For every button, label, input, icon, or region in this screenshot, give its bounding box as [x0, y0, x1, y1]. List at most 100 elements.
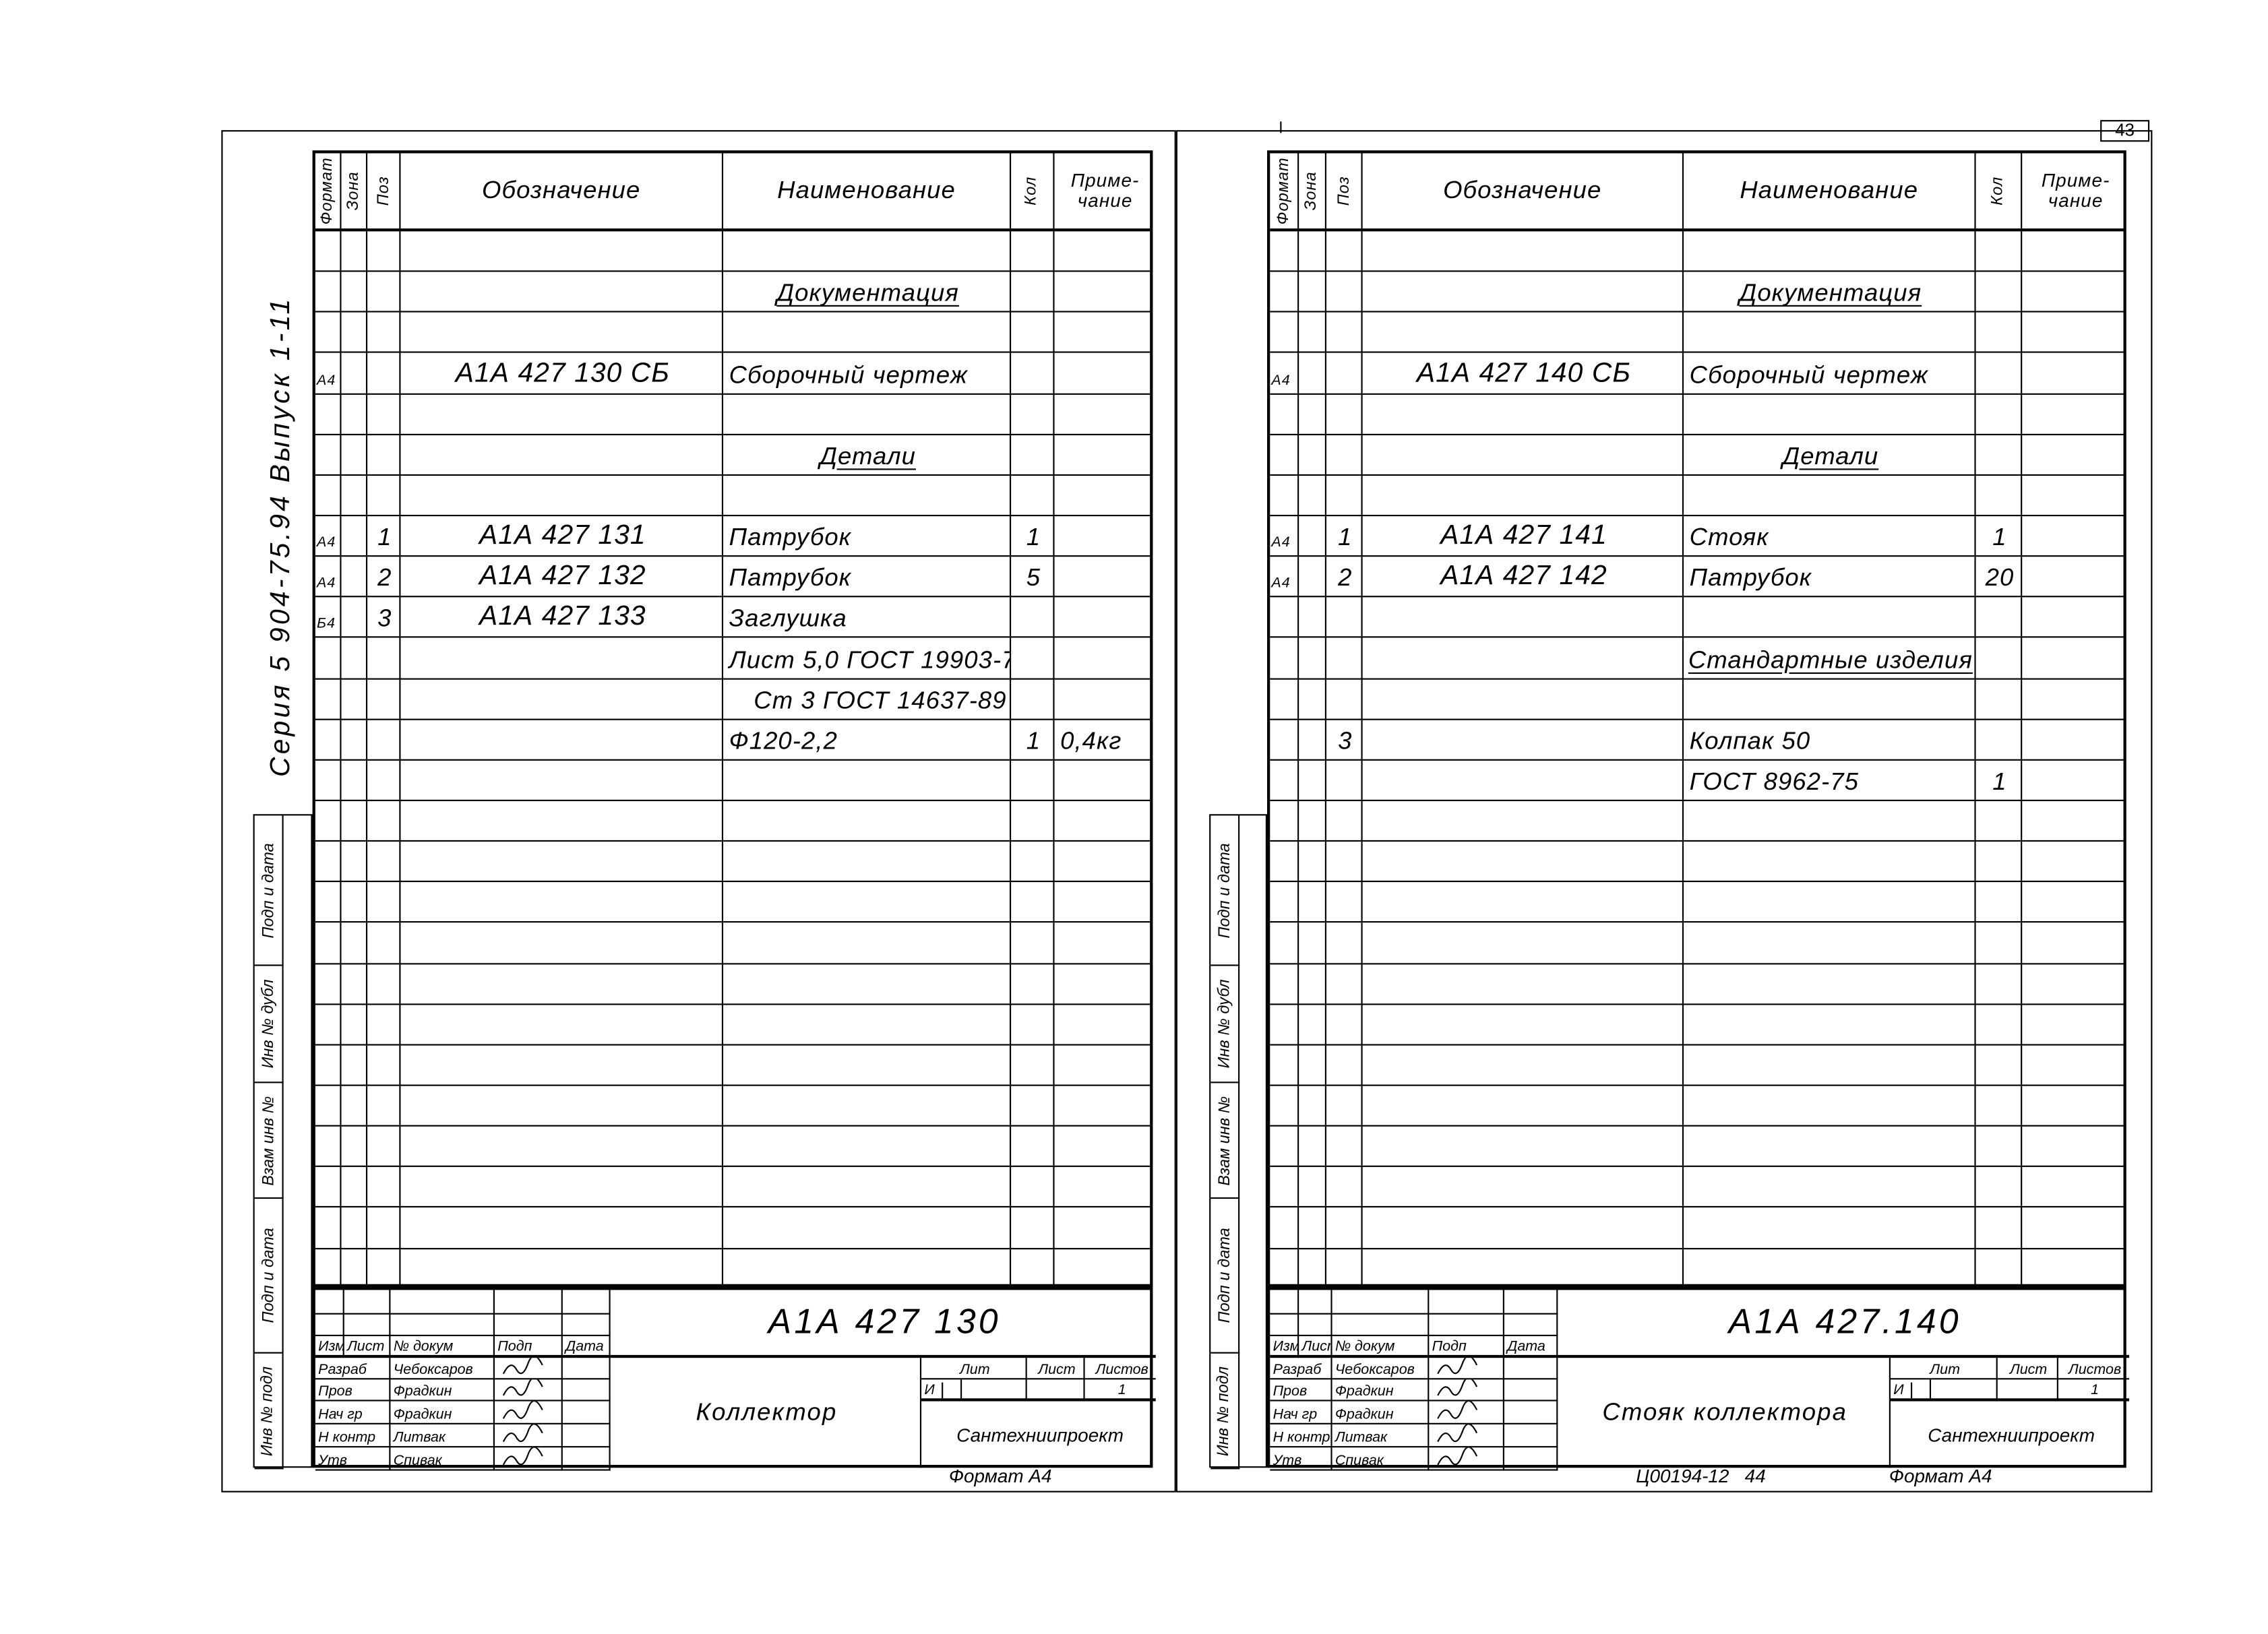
cell-format [1270, 1207, 1299, 1248]
side-stamp-label: Инв № подл [1215, 1365, 1233, 1456]
pos: 3 [377, 604, 392, 633]
side-stamp-label: Инв № дубл [259, 979, 277, 1069]
stamp-header-date: Дата [565, 1339, 604, 1355]
cell-zone [1299, 882, 1326, 922]
cell-pos: 2 [1326, 557, 1363, 596]
table-row: Ст 3 ГОСТ 14637-89 [315, 679, 1151, 720]
stamp-cell [1299, 1290, 1332, 1315]
cell-format [315, 435, 342, 474]
cell-name [1684, 231, 1976, 271]
cell-format: А4 [1270, 353, 1299, 393]
lit-value-cell: 1 [2057, 1379, 2130, 1402]
cell-note [1055, 1005, 1156, 1044]
stamp-cell: Спивак [1332, 1447, 1430, 1471]
cell-note [2022, 435, 2129, 474]
cell-designation [400, 475, 724, 515]
table-row [1270, 882, 2124, 924]
signature-icon [1437, 1401, 1478, 1419]
header-pos-label: Поз [1335, 176, 1353, 206]
side-stamp-label: Подп и дата [1215, 1228, 1233, 1323]
stamp-header-change: Изм [1273, 1339, 1299, 1355]
cell-name [1684, 800, 1976, 841]
note: 0,4кг [1060, 727, 1122, 755]
cell-zone [341, 557, 368, 596]
cell-pos [367, 231, 401, 271]
stamp-cell [494, 1290, 563, 1315]
cell-designation [1363, 638, 1684, 678]
cell-format [1270, 1249, 1299, 1288]
stamp-cell: Дата [1504, 1336, 1558, 1358]
stamp-cell: Пров [1270, 1379, 1332, 1402]
cell-qty [1011, 231, 1055, 271]
cell-name [1684, 475, 1976, 515]
stamp-cell [1429, 1447, 1504, 1471]
cell-note [1055, 760, 1156, 799]
table-row [1270, 231, 2124, 272]
cell-zone [1299, 720, 1326, 759]
stamp-header-doc_no: № докум [1335, 1339, 1395, 1355]
stamp-cell [1332, 1314, 1430, 1336]
cell-format [1270, 1004, 1299, 1044]
cell-designation [1363, 394, 1684, 434]
header-designation-label: Обозначение [1443, 176, 1602, 204]
stamp-cell [1429, 1314, 1504, 1336]
spec-table-left: Формат Зона Поз Обозначение Наименование Кол П… [312, 150, 1156, 1290]
table-row [315, 842, 1151, 883]
cell-qty [1976, 800, 2023, 841]
table-header: Формат Зона Поз Обозначение Наименование Кол П… [315, 153, 1151, 232]
cell-designation [400, 1249, 724, 1288]
header-zone-label: Зона [1303, 171, 1321, 211]
cell-zone [341, 923, 368, 963]
table-row: Документация [315, 272, 1151, 313]
cell-name [1684, 1086, 1976, 1125]
cell-note [1055, 435, 1156, 474]
stamp-cell: Разраб [315, 1358, 391, 1380]
stamp-cell: Подп [1429, 1336, 1504, 1358]
cell-zone [1299, 800, 1326, 841]
item-name: ГОСТ 8962-75 [1689, 767, 1860, 796]
stamp-cell [1332, 1290, 1430, 1315]
cell-designation [1363, 1004, 1684, 1044]
stamp-cell: Нач гр [1270, 1401, 1332, 1424]
cell-designation [1363, 1127, 1684, 1166]
cell-zone [1299, 1086, 1326, 1125]
cell-name [723, 923, 1012, 963]
cell-zone [1299, 760, 1326, 800]
stamp-cell [1504, 1379, 1558, 1402]
cell-note [2022, 720, 2129, 759]
stamp-person-name: Литвак [393, 1430, 446, 1447]
table-row [315, 1086, 1151, 1127]
cell-qty [1976, 1207, 2023, 1248]
cell-note [2022, 516, 2129, 555]
cell-designation [400, 1086, 724, 1125]
cell-zone [1299, 557, 1326, 596]
cell-format [315, 800, 342, 841]
header-name: Наименование [723, 153, 1012, 229]
cell-pos [1326, 1167, 1363, 1207]
header-designation-label: Обозначение [482, 176, 641, 204]
cell-format: А4 [315, 557, 342, 596]
cell-qty [1011, 1207, 1055, 1248]
cell-name [723, 313, 1012, 352]
table-row [315, 1127, 1151, 1168]
table-row [1270, 1167, 2124, 1208]
signature-icon [502, 1424, 543, 1443]
stamp-cell: № докум [390, 1336, 495, 1358]
cell-designation [1363, 1045, 1684, 1085]
cell-qty [1976, 882, 2023, 922]
stamp-person-name: Спивак [393, 1453, 442, 1470]
cell-name [723, 1004, 1012, 1044]
cell-qty: 1 [1011, 720, 1055, 759]
cell-pos [1326, 597, 1363, 637]
stamp-cell: Фрадкин [390, 1401, 495, 1424]
cell-qty [1976, 313, 2023, 352]
qty: 20 [1985, 564, 2015, 592]
stamp-cell: Подп [494, 1336, 563, 1358]
stamp-cell [1429, 1290, 1504, 1315]
cell-designation [400, 842, 724, 881]
side-stamp-label: Инв № дубл [1215, 979, 1233, 1069]
cell-zone [1299, 1249, 1326, 1288]
cell-zone [341, 964, 368, 1003]
doc-title-cell: Стояк коллектора [1558, 1358, 1891, 1468]
cell-pos [367, 435, 401, 474]
